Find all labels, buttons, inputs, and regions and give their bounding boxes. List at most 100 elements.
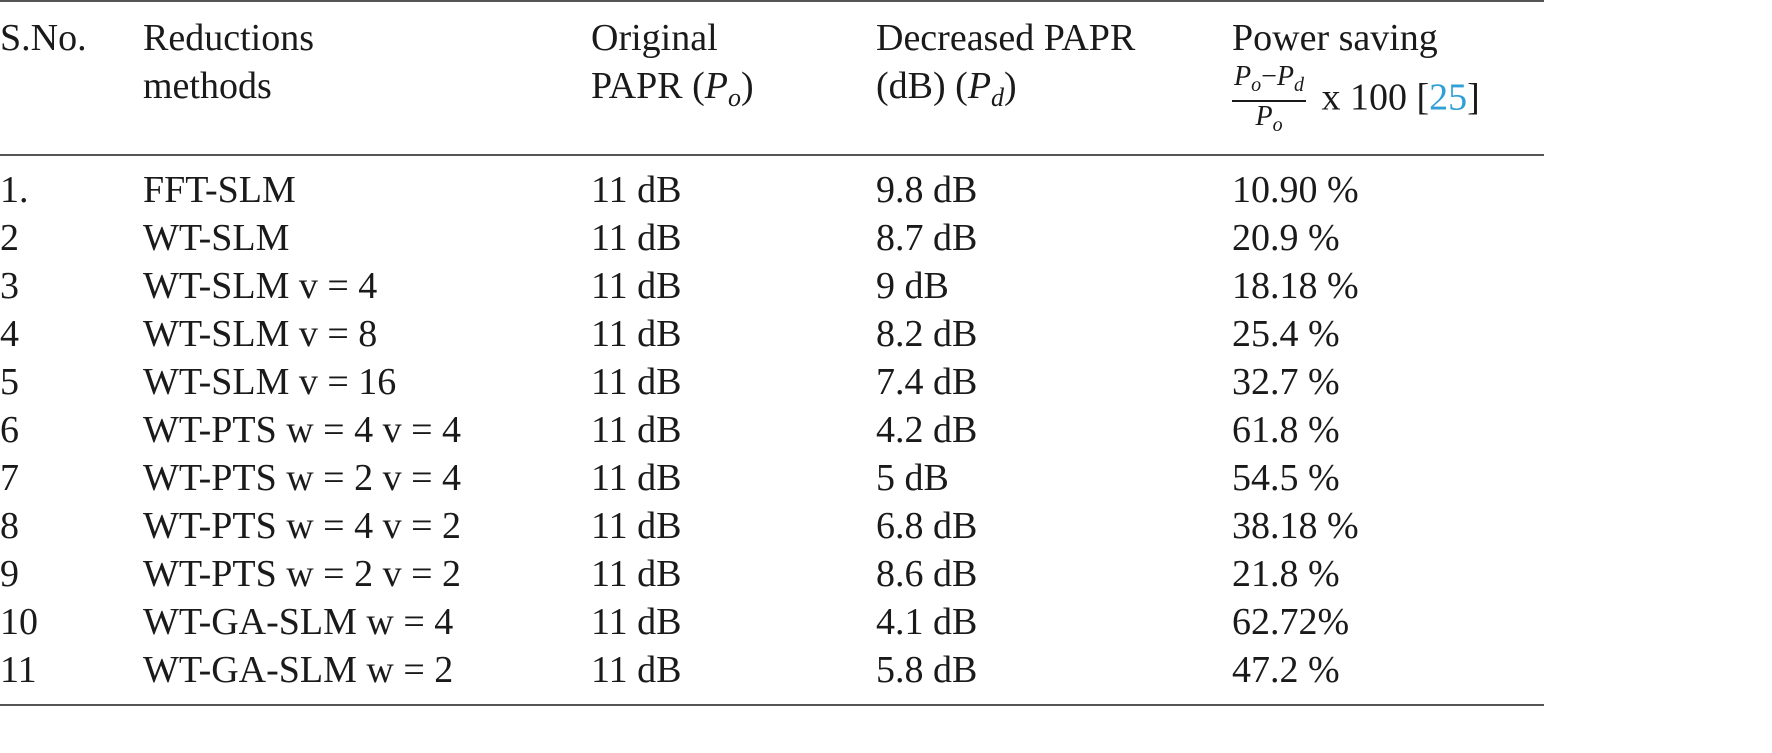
cell-sno: 2 [0,217,19,259]
cell-power-saving: 10.90 % [1232,169,1359,211]
cell-decreased-papr: 4.1 dB [876,601,978,643]
table-row: 8 WT-PTS w = 4 v = 2 11 dB 6.8 dB 38.18 … [0,502,1544,550]
cell-method: WT-SLM [143,217,290,259]
cell-power-saving: 20.9 % [1232,217,1340,259]
cell-power-saving: 21.8 % [1232,553,1340,595]
cell-decreased-papr: 5 dB [876,457,949,499]
cell-decreased-papr: 7.4 dB [876,361,978,403]
numerator-var-a: P [1234,61,1252,92]
cell-original-papr: 11 dB [591,217,682,259]
header-original-var: P [704,65,728,107]
table-row: 7 WT-PTS w = 2 v = 4 11 dB 5 dB 54.5 % [0,454,1544,502]
cell-method: WT-GA-SLM w = 4 [143,601,454,643]
header-decreased-var: P [967,65,992,107]
papr-comparison-table: S.No. Reductions methods Original PAPR (… [0,1,1544,705]
table-row: 2 WT-SLM 11 dB 8.7 dB 20.9 % [0,214,1544,262]
cell-decreased-papr: 5.8 dB [876,649,978,691]
power-saving-fraction: Po−Pd Po [1232,61,1307,140]
cell-original-papr: 11 dB [591,361,682,403]
header-saving-formula: Po−Pd Po x 100 [25] [1232,62,1544,140]
cell-method: WT-PTS w = 2 v = 4 [143,457,462,499]
cell-sno: 4 [0,313,19,355]
table-row: 4 WT-SLM v = 8 11 dB 8.2 dB 25.4 % [0,310,1544,358]
header-decreased-sub: d [991,83,1005,112]
cell-original-papr: 11 dB [591,505,682,547]
cell-power-saving: 61.8 % [1232,409,1340,451]
denominator-sub: o [1272,114,1283,136]
header-method-line1: Reductions [143,17,314,59]
cell-decreased-papr: 4.2 dB [876,409,978,451]
denominator-var: P [1255,101,1273,132]
header-sno: S.No. [0,1,143,155]
header-original-papr: Original PAPR (Po) [591,1,876,155]
cell-original-papr: 11 dB [591,553,682,595]
header-method-line2: methods [143,65,272,107]
cell-decreased-papr: 6.8 dB [876,505,978,547]
cell-sno: 11 [0,649,37,691]
cell-original-papr: 11 dB [591,601,682,643]
fraction-denominator: Po [1232,102,1306,140]
cell-original-papr: 11 dB [591,649,682,691]
saving-multiplier: x 100 [1321,76,1408,119]
cell-decreased-papr: 8.2 dB [876,313,978,355]
cell-power-saving: 47.2 % [1232,649,1340,691]
cell-power-saving: 62.72% [1232,601,1350,643]
cell-original-papr: 11 dB [591,409,682,451]
header-original-sub: o [727,83,741,112]
citation-open: [ [1416,76,1430,119]
table-row: 3 WT-SLM v = 4 11 dB 9 dB 18.18 % [0,262,1544,310]
cell-method: WT-PTS w = 2 v = 2 [143,553,462,595]
header-decreased-line2: (dB) (Pd) [876,65,1017,112]
cell-method: WT-SLM v = 4 [143,265,378,307]
header-sno-label: S.No. [0,17,87,59]
header-decreased-line1: Decreased PAPR [876,17,1136,59]
table-body: 1. FFT-SLM 11 dB 9.8 dB 10.90 % 2 WT-SLM… [0,155,1544,705]
numerator-sub-b: d [1294,74,1305,96]
cell-method: WT-SLM v = 16 [143,361,397,403]
numerator-sub-a: o [1251,74,1262,96]
table-row: 11 WT-GA-SLM w = 2 11 dB 5.8 dB 47.2 % [0,646,1544,705]
numerator-var-b: P [1276,61,1295,92]
cell-method: WT-PTS w = 4 v = 4 [143,409,462,451]
header-saving-line1: Power saving [1232,17,1438,59]
header-decreased-papr: Decreased PAPR (dB) (Pd) [876,1,1232,155]
cell-power-saving: 18.18 % [1232,265,1359,307]
papr-comparison-table-wrapper: S.No. Reductions methods Original PAPR (… [0,1,1544,705]
cell-method: WT-GA-SLM w = 2 [143,649,454,691]
cell-decreased-papr: 8.6 dB [876,553,978,595]
cell-sno: 5 [0,361,19,403]
table-row: 1. FFT-SLM 11 dB 9.8 dB 10.90 % [0,155,1544,214]
table-row: 6 WT-PTS w = 4 v = 4 11 dB 4.2 dB 61.8 % [0,406,1544,454]
cell-sno: 8 [0,505,19,547]
cell-sno: 3 [0,265,19,307]
cell-power-saving: 25.4 % [1232,313,1340,355]
cell-original-papr: 11 dB [591,457,682,499]
cell-decreased-papr: 9.8 dB [876,169,978,211]
cell-power-saving: 54.5 % [1232,457,1340,499]
cell-decreased-papr: 8.7 dB [876,217,978,259]
cell-method: FFT-SLM [143,169,296,211]
cell-original-papr: 11 dB [591,265,682,307]
cell-sno: 7 [0,457,19,499]
table-row: 10 WT-GA-SLM w = 4 11 dB 4.1 dB 62.72% [0,598,1544,646]
header-decreased-db-label: (dB) [876,65,946,107]
cell-original-papr: 11 dB [591,313,682,355]
cell-power-saving: 38.18 % [1232,505,1359,547]
table-row: 5 WT-SLM v = 16 11 dB 7.4 dB 32.7 % [0,358,1544,406]
header-original-line2: PAPR (Po) [591,65,754,112]
table-header: S.No. Reductions methods Original PAPR (… [0,1,1544,155]
fraction-numerator: Po−Pd [1232,61,1307,102]
header-power-saving: Power saving Po−Pd Po x 100 [25] [1232,1,1544,155]
citation-link[interactable]: 25 [1429,76,1468,119]
table-row: 9 WT-PTS w = 2 v = 2 11 dB 8.6 dB 21.8 % [0,550,1544,598]
cell-sno: 6 [0,409,19,451]
cell-method: WT-SLM v = 8 [143,313,378,355]
cell-power-saving: 32.7 % [1232,361,1340,403]
citation-close: ] [1467,76,1480,119]
header-original-papr-label: PAPR [591,65,683,107]
header-method: Reductions methods [143,1,591,155]
cell-sno: 9 [0,553,19,595]
cell-sno: 1. [0,169,29,211]
cell-decreased-papr: 9 dB [876,265,949,307]
header-row: S.No. Reductions methods Original PAPR (… [0,1,1544,155]
